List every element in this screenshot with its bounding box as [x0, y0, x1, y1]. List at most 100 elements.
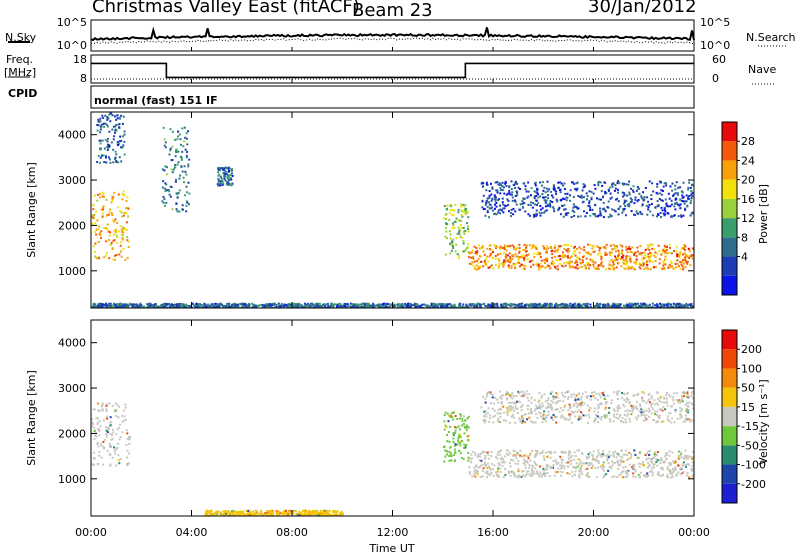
velocity-cell	[467, 459, 470, 462]
power-cell	[621, 182, 624, 185]
power-cell	[499, 208, 502, 211]
velocity-cell	[469, 458, 472, 461]
power-cell	[545, 187, 548, 190]
power-cell	[463, 250, 466, 253]
velocity-cell	[542, 404, 545, 407]
power-cell	[115, 161, 118, 164]
power-cell	[546, 260, 549, 263]
power-cell	[97, 228, 100, 231]
power-cell	[457, 208, 460, 211]
power-cell	[503, 251, 506, 254]
power-cell	[556, 265, 559, 268]
power-cell	[612, 302, 615, 305]
power-cell	[530, 187, 533, 190]
power-cell	[477, 268, 480, 271]
velocity-cell	[541, 402, 544, 405]
power-cell	[685, 200, 688, 203]
velocity-cell	[539, 465, 542, 468]
power-cell	[456, 232, 459, 235]
power-cell	[324, 306, 327, 308]
power-cell	[161, 200, 164, 203]
power-cell	[680, 260, 683, 263]
velocity-cell	[498, 462, 501, 465]
power-cell	[105, 254, 108, 257]
power-cell	[254, 305, 257, 308]
power-cell	[128, 303, 131, 306]
velocity-cell	[548, 451, 551, 454]
power-cell	[670, 262, 673, 265]
power-cell	[460, 210, 463, 213]
power-cell	[432, 306, 435, 308]
power-cell	[650, 203, 653, 206]
power-cell	[583, 246, 586, 249]
power-cell	[181, 150, 184, 153]
power-cell	[672, 267, 675, 270]
power-cell	[648, 245, 651, 248]
velocity-cell	[581, 401, 584, 404]
power-cell	[310, 305, 313, 308]
power-cell	[564, 264, 567, 267]
power-cell	[516, 247, 519, 250]
power-cell	[267, 304, 270, 307]
power-cell	[660, 206, 663, 209]
power-cell	[527, 203, 530, 206]
velocity-cell	[114, 452, 117, 455]
velocity-cell	[567, 409, 570, 412]
velocity-cell	[675, 399, 678, 402]
power-cell	[446, 304, 449, 307]
power-cell	[272, 303, 275, 306]
power-cell	[546, 264, 549, 267]
power-cell	[462, 226, 465, 229]
velocity-cell	[492, 421, 495, 424]
power-cell	[126, 304, 129, 307]
velocity-cell	[687, 411, 690, 414]
power-cell	[656, 252, 659, 255]
power-cell	[536, 187, 539, 190]
noise-right-tick-bottom: 10^0	[700, 39, 730, 52]
power-cell	[663, 182, 666, 185]
power-cell	[675, 250, 678, 253]
velocity-cell	[510, 415, 513, 418]
power-cell	[164, 187, 167, 190]
power-cell	[459, 224, 462, 227]
velocity-cell	[657, 391, 660, 394]
power-cell	[542, 196, 545, 199]
power-cell	[630, 187, 633, 190]
power-cell	[633, 302, 636, 305]
power-cell	[675, 245, 678, 248]
power-cell	[681, 191, 684, 194]
power-cell	[211, 304, 214, 307]
velocity-cell	[475, 464, 478, 467]
power-cell	[680, 306, 683, 308]
power-cell	[224, 166, 227, 169]
power-cell	[281, 304, 284, 307]
power-cell	[561, 197, 564, 200]
velocity-cell	[574, 466, 577, 469]
power-cell	[368, 305, 371, 308]
power-cell	[599, 247, 602, 250]
power-cell	[169, 185, 172, 188]
power-cell	[564, 306, 567, 308]
velocity-cell	[459, 452, 462, 455]
velocity-cell	[652, 457, 655, 460]
velocity-cell	[497, 409, 500, 412]
velocity-cell	[511, 454, 514, 457]
power-cell	[116, 140, 119, 143]
velocity-cell	[617, 453, 620, 456]
power-cell	[360, 303, 363, 306]
power-cell	[163, 144, 166, 147]
power-cell	[686, 205, 689, 208]
velocity-cell	[660, 395, 663, 398]
power-cell	[539, 195, 542, 198]
power-cell	[661, 303, 664, 306]
power-cell	[520, 263, 523, 266]
velocity-cell	[452, 434, 455, 437]
velocity-cell	[452, 411, 455, 414]
velocity-cell	[492, 468, 495, 471]
power-cell	[393, 304, 396, 307]
power-cell	[679, 203, 682, 206]
power-cell	[372, 302, 375, 305]
power-cell	[608, 267, 611, 270]
power-cell	[660, 216, 663, 219]
power-cell	[491, 251, 494, 254]
